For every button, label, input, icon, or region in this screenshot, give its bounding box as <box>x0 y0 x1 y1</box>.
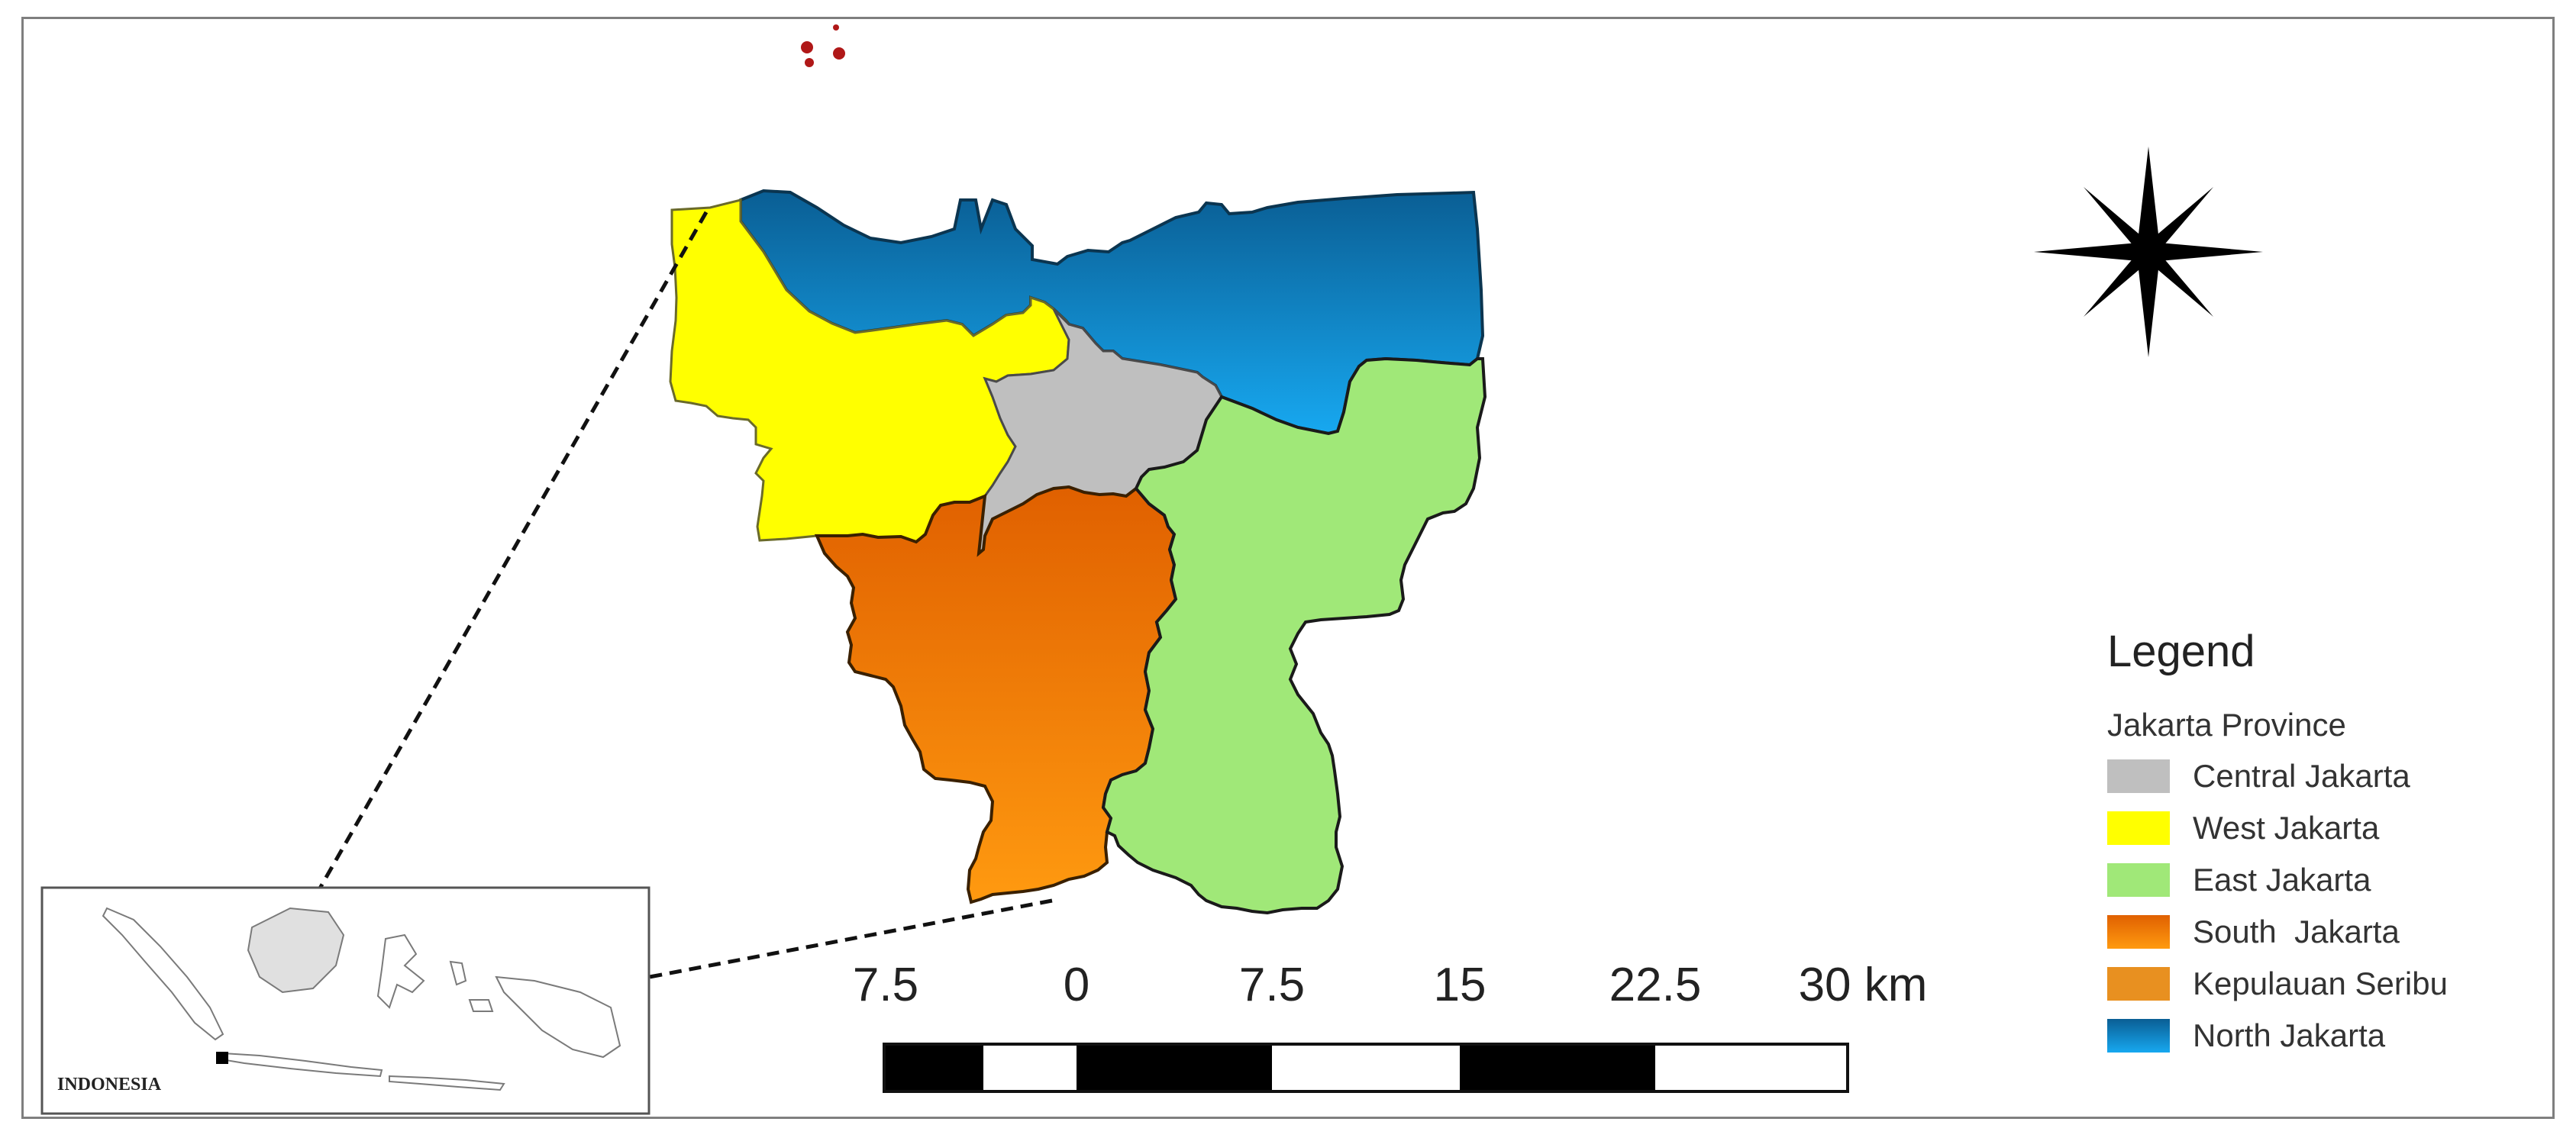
map-frame <box>21 17 2555 1119</box>
island-java <box>220 1052 383 1078</box>
legend-swatch <box>2107 759 2170 793</box>
scale-bar <box>883 1043 1849 1093</box>
inset-map-indonesia <box>40 886 650 1115</box>
jakarta-marker <box>216 1052 228 1064</box>
island-nusa-tenggara <box>389 1075 505 1091</box>
scale-label: 7.5 <box>1238 959 1306 1011</box>
legend-label: East Jakarta <box>2193 862 2371 898</box>
legend-swatch <box>2107 967 2170 1001</box>
island <box>833 47 845 60</box>
region-east-jakarta[interactable] <box>1101 356 1487 915</box>
scale-label: 7.5 <box>852 959 919 1011</box>
island-papua <box>495 975 621 1059</box>
legend-item-east-jakarta: East Jakarta <box>2107 861 2371 899</box>
legend-item-kepulauan-seribu: Kepulauan Seribu <box>2107 965 2448 1003</box>
scale-label: 0 <box>1063 959 1090 1011</box>
legend-label: South Jakarta <box>2193 914 2400 949</box>
island-borneo <box>247 907 345 994</box>
legend-swatch <box>2107 1019 2170 1053</box>
legend-item-central-jakarta: Central Jakarta <box>2107 757 2410 795</box>
compass-star-icon <box>2034 147 2263 357</box>
island <box>805 58 814 67</box>
scale-label: 15 <box>1433 959 1487 1011</box>
legend-subtitle: Jakarta Province <box>2107 707 2346 743</box>
island-sumatra <box>102 907 224 1041</box>
scale-segment <box>1460 1046 1655 1090</box>
island-sulawesi <box>376 933 425 1009</box>
legend-label: North Jakarta <box>2193 1017 2386 1053</box>
legend-swatch <box>2107 811 2170 845</box>
island-maluku <box>449 960 494 1012</box>
legend-label: Central Jakarta <box>2193 758 2410 794</box>
scale-segment <box>1077 1046 1272 1090</box>
island <box>801 41 813 53</box>
legend-label: Kepulauan Seribu <box>2193 966 2448 1001</box>
legend-item-north-jakarta: North Jakarta <box>2107 1017 2385 1055</box>
legend-swatch <box>2107 863 2170 897</box>
legend-item-south-jakarta: South Jakarta <box>2107 913 2400 951</box>
scale-label: 30 km <box>1798 959 1928 1011</box>
inset-label: INDONESIA <box>57 1075 162 1094</box>
legend-title: Legend <box>2107 627 2255 676</box>
legend-item-west-jakarta: West Jakarta <box>2107 809 2379 847</box>
kepulauan-seribu-islands <box>801 24 845 67</box>
legend-label: West Jakarta <box>2193 810 2380 846</box>
scale-label: 22.5 <box>1609 959 1702 1011</box>
scale-segment <box>886 1046 983 1090</box>
legend-swatch <box>2107 915 2170 949</box>
island <box>833 24 839 31</box>
zoom-line-upper <box>221 211 709 1059</box>
